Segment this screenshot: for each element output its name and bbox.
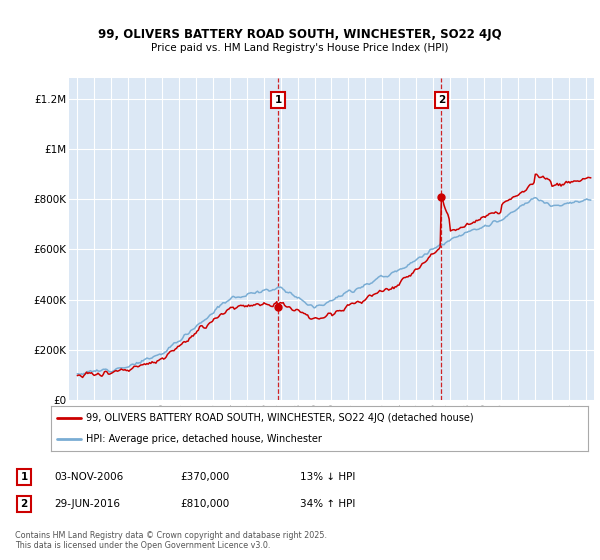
Text: 34% ↑ HPI: 34% ↑ HPI: [300, 499, 355, 509]
Text: 29-JUN-2016: 29-JUN-2016: [54, 499, 120, 509]
Text: 99, OLIVERS BATTERY ROAD SOUTH, WINCHESTER, SO22 4JQ: 99, OLIVERS BATTERY ROAD SOUTH, WINCHEST…: [98, 28, 502, 41]
Text: HPI: Average price, detached house, Winchester: HPI: Average price, detached house, Winc…: [86, 433, 322, 444]
Text: 99, OLIVERS BATTERY ROAD SOUTH, WINCHESTER, SO22 4JQ (detached house): 99, OLIVERS BATTERY ROAD SOUTH, WINCHEST…: [86, 413, 473, 423]
Text: 2: 2: [438, 95, 445, 105]
Text: 2: 2: [20, 499, 28, 509]
Text: £810,000: £810,000: [180, 499, 229, 509]
Text: £370,000: £370,000: [180, 472, 229, 482]
Text: 1: 1: [20, 472, 28, 482]
Text: 13% ↓ HPI: 13% ↓ HPI: [300, 472, 355, 482]
Text: Contains HM Land Registry data © Crown copyright and database right 2025.
This d: Contains HM Land Registry data © Crown c…: [15, 530, 327, 550]
Text: Price paid vs. HM Land Registry's House Price Index (HPI): Price paid vs. HM Land Registry's House …: [151, 43, 449, 53]
Text: 03-NOV-2006: 03-NOV-2006: [54, 472, 123, 482]
Text: 1: 1: [274, 95, 281, 105]
